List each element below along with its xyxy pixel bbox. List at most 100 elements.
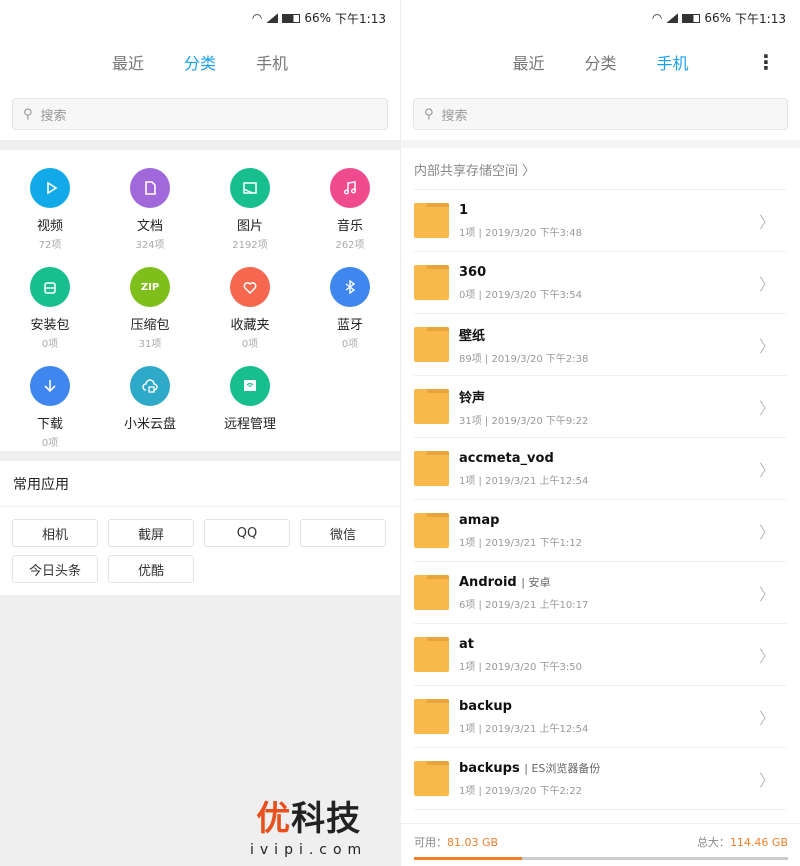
folder-row[interactable]: backups | ES浏览器备份 1项 | 2019/3/20 下午2:22 〉	[414, 747, 787, 809]
folder-meta: 1项 | 2019/3/21 上午12:54	[459, 723, 589, 735]
folder-meta: 1项 | 2019/3/21 上午12:54	[459, 475, 589, 487]
tab-category[interactable]: 分类	[584, 54, 617, 73]
folder-meta: 1项 | 2019/3/21 下午1:12	[459, 537, 582, 549]
category-5[interactable]: ZIP 压缩包 31项	[100, 267, 200, 360]
category-6[interactable]: 收藏夹 0项	[200, 267, 300, 360]
storage-bar	[414, 857, 788, 860]
folder-name: 壁纸	[459, 328, 486, 344]
tab-recent[interactable]: 最近	[512, 54, 545, 73]
tab-recent[interactable]: 最近	[111, 54, 144, 73]
folder-meta: 0项 | 2019/3/20 下午3:54	[459, 289, 582, 301]
tab-phone[interactable]: 手机	[256, 54, 289, 73]
tab-phone[interactable]: 手机	[656, 54, 689, 73]
category-count: 0项	[41, 339, 59, 350]
folder-icon	[414, 575, 449, 610]
folder-icon	[414, 327, 449, 362]
chevron-right-icon: 〉	[758, 274, 775, 294]
storage-footer: 可用：81.03 GB 总大：114.46 GB	[401, 823, 800, 866]
category-0[interactable]: 视频 72项	[0, 168, 100, 261]
folder-tag: | 安卓	[521, 576, 551, 589]
search-input[interactable]: ⚲ 搜索	[413, 98, 788, 130]
app-shortcut[interactable]: 今日头条	[12, 555, 98, 583]
category-7[interactable]: 蓝牙 0项	[300, 267, 400, 360]
download-icon	[30, 366, 70, 406]
folder-icon	[414, 451, 449, 486]
empty-area	[0, 595, 400, 866]
category-10[interactable]: 远程管理	[200, 366, 300, 459]
folder-name: Android	[459, 575, 517, 590]
bluetooth-icon	[330, 267, 370, 307]
category-3[interactable]: 音乐 262项	[300, 168, 400, 261]
category-count: 0项	[341, 339, 359, 350]
folder-tag: | ES浏览器备份	[524, 762, 601, 775]
category-label: 视频	[36, 219, 63, 234]
folder-meta: 1项 | 2019/3/20 下午3:48	[459, 227, 582, 239]
folder-row[interactable]: backup 1项 | 2019/3/21 上午12:54 〉	[414, 685, 787, 747]
image-icon	[230, 168, 270, 208]
tab-bar: 最近 分类 手机 ⋮	[401, 36, 800, 88]
category-8[interactable]: 下载 0项	[0, 366, 100, 459]
folder-row[interactable]: 铃声 31项 | 2019/3/20 下午9:22 〉	[414, 375, 787, 437]
chevron-right-icon: 〉	[758, 770, 775, 790]
category-label: 音乐	[336, 219, 363, 234]
folder-row[interactable]: at 1项 | 2019/3/20 下午3:50 〉	[414, 623, 787, 685]
folder-row[interactable]: Android | 安卓 6项 | 2019/3/21 上午10:17 〉	[414, 561, 787, 623]
total-storage: 总大：114.46 GB	[696, 836, 788, 849]
folder-meta: 31项 | 2019/3/20 下午9:22	[459, 415, 589, 427]
music-icon	[330, 168, 370, 208]
available-storage: 可用：81.03 GB	[414, 836, 499, 849]
zip-icon: ZIP	[130, 267, 170, 307]
app-shortcut[interactable]: 优酷	[108, 555, 194, 583]
signal-icon	[266, 13, 279, 23]
tab-category[interactable]: 分类	[183, 54, 216, 73]
search-placeholder: 搜索	[441, 108, 468, 124]
remote-icon	[230, 366, 270, 406]
search-icon: ⚲	[424, 106, 434, 122]
folder-name: 1	[459, 202, 469, 218]
folder-row[interactable]: accmeta_vod 1项 | 2019/3/21 上午12:54 〉	[414, 437, 787, 499]
category-label: 收藏夹	[230, 318, 270, 333]
app-shortcut[interactable]: 微信	[300, 519, 386, 547]
apps-title: 常用应用	[0, 461, 400, 507]
app-shortcut[interactable]: 相机	[12, 519, 98, 547]
folder-icon	[414, 389, 449, 424]
category-label: 蓝牙	[336, 318, 363, 333]
category-count: 324项	[135, 240, 165, 251]
more-menu-icon[interactable]: ⋮	[756, 50, 776, 74]
folder-name: backup	[459, 698, 512, 714]
folder-row[interactable]: amap 1项 | 2019/3/21 下午1:12 〉	[414, 499, 787, 561]
category-label: 图片	[236, 219, 263, 234]
folder-row[interactable]: 壁纸 89项 | 2019/3/20 下午2:38 〉	[414, 313, 787, 375]
search-input[interactable]: ⚲ 搜索	[12, 98, 388, 130]
app-shortcut[interactable]: 截屏	[108, 519, 194, 547]
watermark-logo: 优科技 ivipi.com	[250, 799, 368, 858]
category-count: 31项	[138, 339, 162, 350]
battery-icon	[682, 13, 701, 23]
category-2[interactable]: 图片 2192项	[200, 168, 300, 261]
breadcrumb[interactable]: 内部共享存储空间 〉	[401, 148, 787, 189]
chevron-right-icon: 〉	[758, 212, 775, 232]
category-4[interactable]: 安装包 0项	[0, 267, 100, 360]
chevron-right-icon: 〉	[758, 336, 775, 356]
category-count: 72项	[38, 240, 62, 251]
chevron-right-icon: 〉	[758, 584, 775, 604]
folder-icon	[414, 513, 449, 548]
storage-bar-fill	[414, 857, 523, 860]
folder-row[interactable]: 1 1项 | 2019/3/20 下午3:48 〉	[414, 189, 787, 251]
category-label: 下载	[36, 417, 63, 432]
category-label: 安装包	[30, 318, 70, 333]
clock: 下午1:13	[335, 11, 386, 26]
app-shortcut[interactable]: QQ	[204, 519, 290, 547]
folder-row[interactable]: 360 0项 | 2019/3/20 下午3:54 〉	[414, 251, 787, 313]
category-1[interactable]: 文档 324项	[100, 168, 200, 261]
clock: 下午1:13	[735, 11, 786, 26]
heart-icon	[230, 267, 270, 307]
chevron-right-icon: 〉	[758, 646, 775, 666]
chevron-right-icon: 〉	[758, 708, 775, 728]
chevron-right-icon: 〉	[758, 460, 775, 480]
wifi-icon: ◠	[251, 11, 263, 25]
folder-list: 1 1项 | 2019/3/20 下午3:48 〉 360 0项 | 2019/3/20…	[401, 189, 800, 866]
folder-meta: 89项 | 2019/3/20 下午2:38	[459, 353, 589, 365]
category-9[interactable]: 小米云盘	[100, 366, 200, 459]
